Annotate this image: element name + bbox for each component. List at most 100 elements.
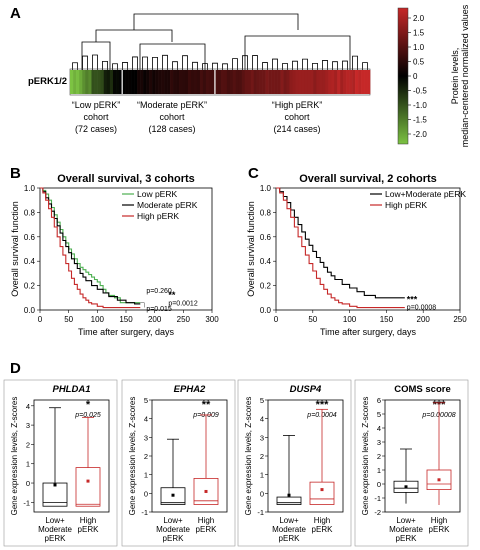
x-tick-label: 150: [380, 315, 394, 324]
dendrogram-branch: [342, 60, 348, 70]
boxplot-panel: COMS score -2 -1 0 1 2 3 4 5 6 Gene expression lev…: [354, 379, 469, 547]
group-label: High: [431, 516, 447, 525]
y-tick-label: 1: [377, 466, 381, 475]
cohort-label: (72 cases): [75, 124, 117, 134]
heatmap-row-label: pERK1/2: [28, 76, 67, 87]
y-axis-label: Overall survival function: [246, 201, 256, 297]
heatmap-cell: [238, 70, 243, 94]
heatmap-cell: [214, 70, 219, 94]
y-tick-label: 0.4: [260, 257, 272, 266]
heatmap-cell: [367, 70, 371, 94]
cohort-label: (128 cases): [148, 124, 195, 134]
y-tick-label: -2: [374, 508, 381, 517]
annotation-pvalue: p=0.0008: [407, 304, 436, 311]
x-tick-label: 250: [177, 315, 191, 324]
dendrogram-branch: [322, 60, 328, 70]
y-tick-label: 2: [26, 440, 30, 449]
chart-title: Overall survival, 3 cohorts: [57, 173, 195, 185]
dendrogram-branch: [222, 63, 228, 70]
y-tick-label: 0: [377, 480, 381, 489]
heatmap-cell: [190, 70, 195, 94]
p-value: p=0.009: [192, 412, 219, 419]
heatmap-cell: [109, 70, 114, 94]
group-label: Low+: [396, 516, 416, 525]
heatmap-cell: [97, 70, 101, 94]
heatmap-cell: [196, 70, 201, 94]
boxplot-panel: DUSP4 -1 0 1 2 3 4 5 Gene expression levels, Z-s…: [237, 379, 352, 547]
colorbar-tick-label: -2.0: [413, 130, 427, 139]
heatmap-cell: [268, 70, 272, 94]
y-tick-label: -1: [257, 508, 264, 517]
significance-stars: ***: [316, 399, 330, 411]
group-label: pERK: [163, 534, 185, 543]
x-axis-label: Time after surgery, days: [78, 327, 175, 337]
dendrogram-branch: [72, 62, 78, 70]
group-label: High: [80, 516, 96, 525]
group-label: High: [314, 516, 330, 525]
cohort-label: cohort: [284, 112, 310, 122]
y-tick-label: -1: [141, 508, 148, 517]
heatmap-cell: [316, 70, 320, 94]
group-label: Moderate: [156, 525, 190, 534]
heatmap-cell: [340, 70, 344, 94]
panel-label-c: C: [248, 165, 259, 182]
x-tick-label: 200: [148, 315, 162, 324]
heatmap-cell: [286, 70, 290, 94]
heatmap-cell: [262, 70, 266, 94]
x-axis-label: Time after surgery, days: [320, 327, 417, 337]
y-tick-label: 3: [377, 438, 381, 447]
y-tick-label: 1: [144, 471, 148, 480]
heatmap-cell: [164, 70, 168, 94]
mean-marker: [86, 479, 90, 483]
dendrogram-branch: [332, 61, 338, 70]
y-tick-label: 0.6: [24, 233, 36, 242]
group-label: Moderate: [389, 525, 423, 534]
panel-label-b: B: [10, 165, 21, 182]
x-tick-label: 300: [205, 315, 219, 324]
heatmap-cell: [112, 70, 117, 94]
dendrogram-branch: [132, 56, 138, 70]
heatmap-cell: [235, 70, 240, 94]
y-tick-label: 0.2: [260, 282, 272, 291]
dendrogram-branch: [244, 35, 351, 55]
heatmap-cell: [358, 70, 362, 94]
heatmap-cell: [106, 70, 111, 94]
heatmap-cell: [94, 70, 98, 94]
chart-overall-survival-3-cohorts: Overall survival, 3 cohorts 0 50 100 150 200 2…: [10, 173, 219, 337]
y-tick-label: 5: [260, 396, 264, 405]
dendrogram-branch: [92, 54, 98, 70]
heatmap-cell: [152, 70, 156, 94]
colorbar-tick-label: 2.0: [413, 14, 425, 23]
heatmap-cell: [170, 70, 174, 94]
y-tick-label: 4: [260, 415, 264, 424]
heatmap-cell: [217, 70, 222, 94]
heatmap-cell: [310, 70, 314, 94]
heatmap-cell: [185, 70, 189, 94]
annotation-pvalue: p=0.015: [146, 306, 172, 313]
y-axis-label: Gene expression levels, Z-scores: [361, 397, 370, 516]
y-tick-label: 0: [144, 489, 148, 498]
y-tick-label: 0: [260, 489, 264, 498]
dendrogram-branch: [172, 61, 178, 70]
legend-label: Moderate pERK: [137, 200, 198, 210]
annotation-significance: **: [168, 290, 176, 300]
heatmap-cell: [140, 70, 144, 94]
y-tick-label: 1.0: [260, 184, 272, 193]
dendrogram-branch: [122, 62, 128, 70]
box: [426, 469, 452, 491]
heatmap-cell: [232, 70, 237, 94]
heatmap-cell: [128, 70, 132, 94]
mean-marker: [320, 488, 324, 492]
y-tick-label: 1: [260, 471, 264, 480]
heatmap-cell: [182, 70, 186, 94]
heatmap-cell: [176, 70, 180, 94]
dendrogram-branch: [282, 63, 288, 70]
heatmap-cell: [295, 70, 299, 94]
group-label: Low+: [45, 516, 65, 525]
box: [276, 496, 302, 505]
heatmap-cell: [131, 70, 135, 94]
colorbar-tick-label: 1.0: [413, 43, 425, 52]
boxplot-panel: PHLDA1 -1 0 1 2 3 4 Gene expression levels, Z-s…: [3, 379, 118, 547]
p-value: p=0.025: [74, 412, 101, 419]
